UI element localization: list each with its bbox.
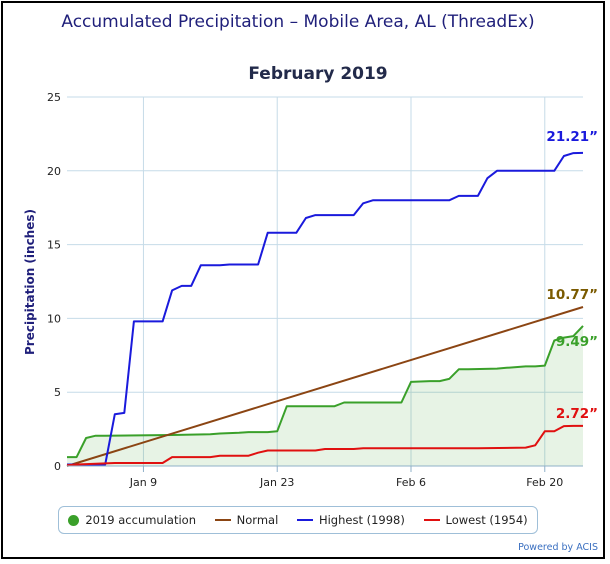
axes: 0 5 10 15 20 25 Jan 9 Jan 23 Feb 6 Feb 20: [47, 91, 583, 489]
area-fills: [67, 325, 583, 466]
legend-item-2019[interactable]: 2019 accumulation: [68, 513, 196, 527]
x-tick-label: Feb 20: [526, 476, 563, 489]
legend-marker-highest: [296, 519, 313, 521]
legend: 2019 accumulation Normal Highest (1998) …: [58, 506, 538, 534]
end-labels: 9.49” 10.77” 21.21” 2.72”: [546, 129, 598, 422]
y-tick-label: 25: [47, 91, 61, 104]
end-label-1: 10.77”: [546, 287, 598, 303]
y-tick-label: 20: [47, 165, 61, 178]
series-area-0: [67, 325, 583, 466]
x-tick-label: Jan 9: [129, 476, 157, 489]
legend-marker-normal: [214, 519, 231, 521]
y-tick-label: 0: [54, 460, 61, 473]
y-tick-label: 10: [47, 312, 61, 325]
series-line-1: [66, 306, 584, 467]
x-tick-label: Feb 6: [396, 476, 426, 489]
series-line-3: [66, 424, 583, 467]
series-lines: [66, 151, 584, 467]
end-label-0: 9.49”: [556, 334, 598, 350]
y-tick-label: 5: [54, 386, 61, 399]
end-label-3: 2.72”: [556, 406, 598, 422]
x-tick-label: Jan 23: [259, 476, 294, 489]
y-tick-label: 15: [47, 239, 61, 252]
legend-item-highest[interactable]: Highest (1998): [296, 513, 405, 527]
series-line-2: [67, 151, 584, 466]
chart-title: Accumulated Precipitation – Mobile Area,…: [61, 12, 535, 32]
chart-subtitle: February 2019: [248, 64, 388, 84]
legend-item-lowest[interactable]: Lowest (1954): [423, 513, 528, 527]
legend-label-normal: Normal: [236, 513, 279, 527]
legend-label-2019: 2019 accumulation: [85, 513, 196, 527]
legend-label-highest: Highest (1998): [318, 513, 405, 527]
credit-link[interactable]: Powered by ACIS: [518, 542, 598, 553]
series-line-0: [67, 325, 584, 459]
legend-item-normal[interactable]: Normal: [214, 513, 279, 527]
legend-marker-lowest: [423, 519, 440, 521]
legend-marker-2019: [68, 514, 80, 526]
end-label-2: 21.21”: [546, 129, 598, 145]
y-axis-label: Precipitation (inches): [23, 209, 37, 355]
legend-label-lowest: Lowest (1954): [445, 513, 528, 527]
